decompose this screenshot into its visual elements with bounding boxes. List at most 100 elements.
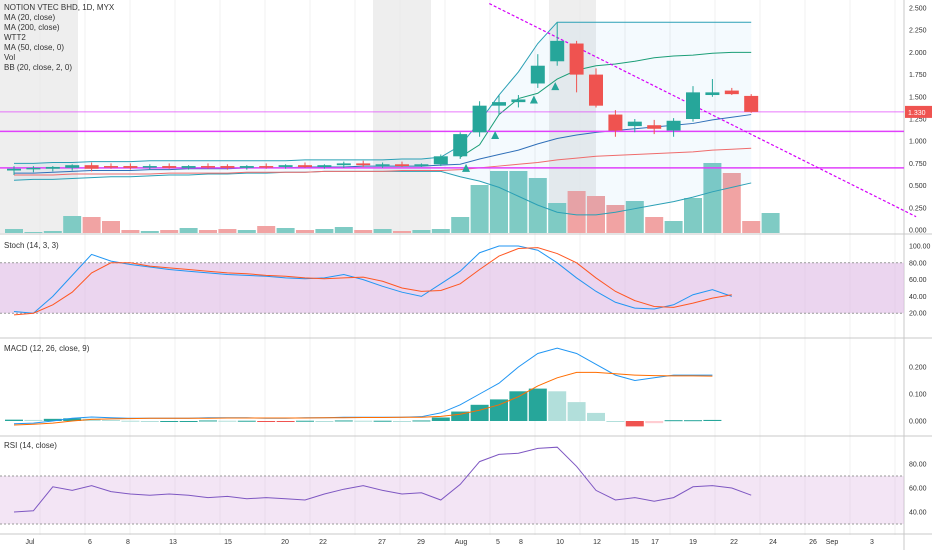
price-tick-label: 0.250 (909, 205, 927, 212)
candle-body (724, 90, 739, 95)
x-tick-label: 3 (870, 539, 874, 546)
legend-bb[interactable]: BB (20, close, 2, 0) (4, 63, 73, 72)
legend-ma200[interactable]: MA (200, close) (4, 23, 60, 32)
macd-hist-bar (276, 421, 295, 422)
wtt2-line (459, 51, 752, 158)
trendline (489, 3, 917, 218)
signal-marker (551, 82, 560, 91)
x-tick-label: 10 (556, 539, 564, 546)
rsi-label[interactable]: RSI (14, close) (4, 441, 57, 450)
macd-hist-bar (140, 421, 159, 422)
price-tick-label: 2.500 (909, 6, 927, 13)
x-tick-label: 26 (809, 539, 817, 546)
macd-line (13, 347, 713, 425)
x-tick-label: 20 (281, 539, 289, 546)
volume-bar (625, 201, 644, 233)
volume-bar (451, 217, 470, 233)
price-tick-label: 0.750 (909, 161, 927, 168)
bb-fill (14, 22, 752, 215)
volume-bar (761, 213, 780, 233)
macd-hist-bar (451, 411, 470, 421)
candle-body (201, 166, 215, 168)
candle-body (45, 166, 60, 169)
x-tick-label: 8 (519, 539, 523, 546)
ma50-line (14, 147, 752, 176)
signal-marker (491, 130, 500, 139)
candle-body (123, 166, 138, 168)
macd-hist-bar (315, 421, 334, 422)
legend-vol[interactable]: Vol (4, 53, 16, 62)
candle-body (530, 65, 545, 84)
volume-bar (393, 231, 411, 233)
macd-hist-bar (63, 418, 82, 421)
price-tick-label: 0.000 (909, 228, 927, 235)
volume-bar (199, 230, 217, 233)
x-tick-label: 19 (689, 539, 697, 546)
volume-bar (664, 221, 683, 233)
candle-body (569, 43, 584, 75)
signal-marker (462, 163, 471, 172)
x-tick-label: 27 (378, 539, 386, 546)
stoch-tick-label: 60.00 (909, 277, 927, 284)
legend-wtt2[interactable]: WTT2 (4, 33, 26, 42)
legend-ma20[interactable]: MA (20, close) (4, 13, 56, 22)
candle-body (298, 165, 312, 167)
macd-tick-label: 0.200 (909, 365, 927, 372)
macd-hist-bar (412, 420, 431, 422)
candle-body (627, 121, 642, 127)
x-tick-label: 5 (496, 539, 500, 546)
volume-bar (354, 230, 373, 233)
candle-body (666, 120, 681, 131)
macd-hist-bar (160, 421, 179, 422)
stoch-tick-label: 80.00 (909, 260, 927, 267)
volume-bar (257, 226, 276, 233)
macd-hist-bar (179, 421, 198, 422)
volume-bar (179, 228, 198, 233)
volume-bar (276, 228, 295, 233)
macd-hist-bar (5, 419, 23, 421)
candle-body (259, 166, 274, 168)
volume-bar (412, 230, 431, 233)
candle-body (336, 163, 351, 166)
volume-bar (237, 230, 256, 233)
candle-body (181, 166, 196, 168)
macd-signal-line (13, 371, 713, 426)
volume-bar (315, 229, 334, 233)
price-tick-label: 1.000 (909, 139, 927, 146)
candle-body (65, 165, 80, 168)
volume-bar (5, 229, 23, 233)
rsi-line (13, 446, 752, 513)
volume-bar (121, 230, 140, 233)
macd-hist-bar (470, 404, 489, 421)
candle-body (375, 164, 390, 166)
volume-bar (431, 229, 450, 233)
volume-bar (82, 217, 101, 233)
macd-hist-bar (567, 402, 586, 421)
last-price-label: 1.330 (908, 110, 926, 117)
volume-bar (703, 163, 722, 233)
stoch-band (0, 262, 904, 314)
candle-body (395, 164, 409, 167)
macd-hist-bar (199, 420, 217, 422)
volume-bar (645, 217, 664, 233)
volume-bar (140, 231, 159, 233)
macd-hist-bar (625, 421, 644, 427)
candle-body (220, 166, 235, 168)
x-tick-label: Aug (455, 539, 468, 546)
legend-ma50[interactable]: MA (50, close, 0) (4, 43, 65, 52)
macd-label[interactable]: MACD (12, 26, close, 9) (4, 344, 90, 353)
stoch-label[interactable]: Stoch (14, 3, 3) (4, 241, 59, 250)
stoch-d-line (13, 247, 732, 316)
volume-bar (490, 171, 508, 233)
candle-body (7, 168, 21, 171)
candle-body (239, 166, 254, 168)
macd-hist-bar (102, 419, 120, 421)
macd-hist-bar (431, 417, 450, 421)
macd-hist-bar (257, 421, 276, 422)
x-tick-label: 6 (88, 539, 92, 546)
volume-bar (509, 171, 528, 233)
volume-bar (24, 232, 43, 233)
macd-hist-bar (393, 421, 411, 422)
